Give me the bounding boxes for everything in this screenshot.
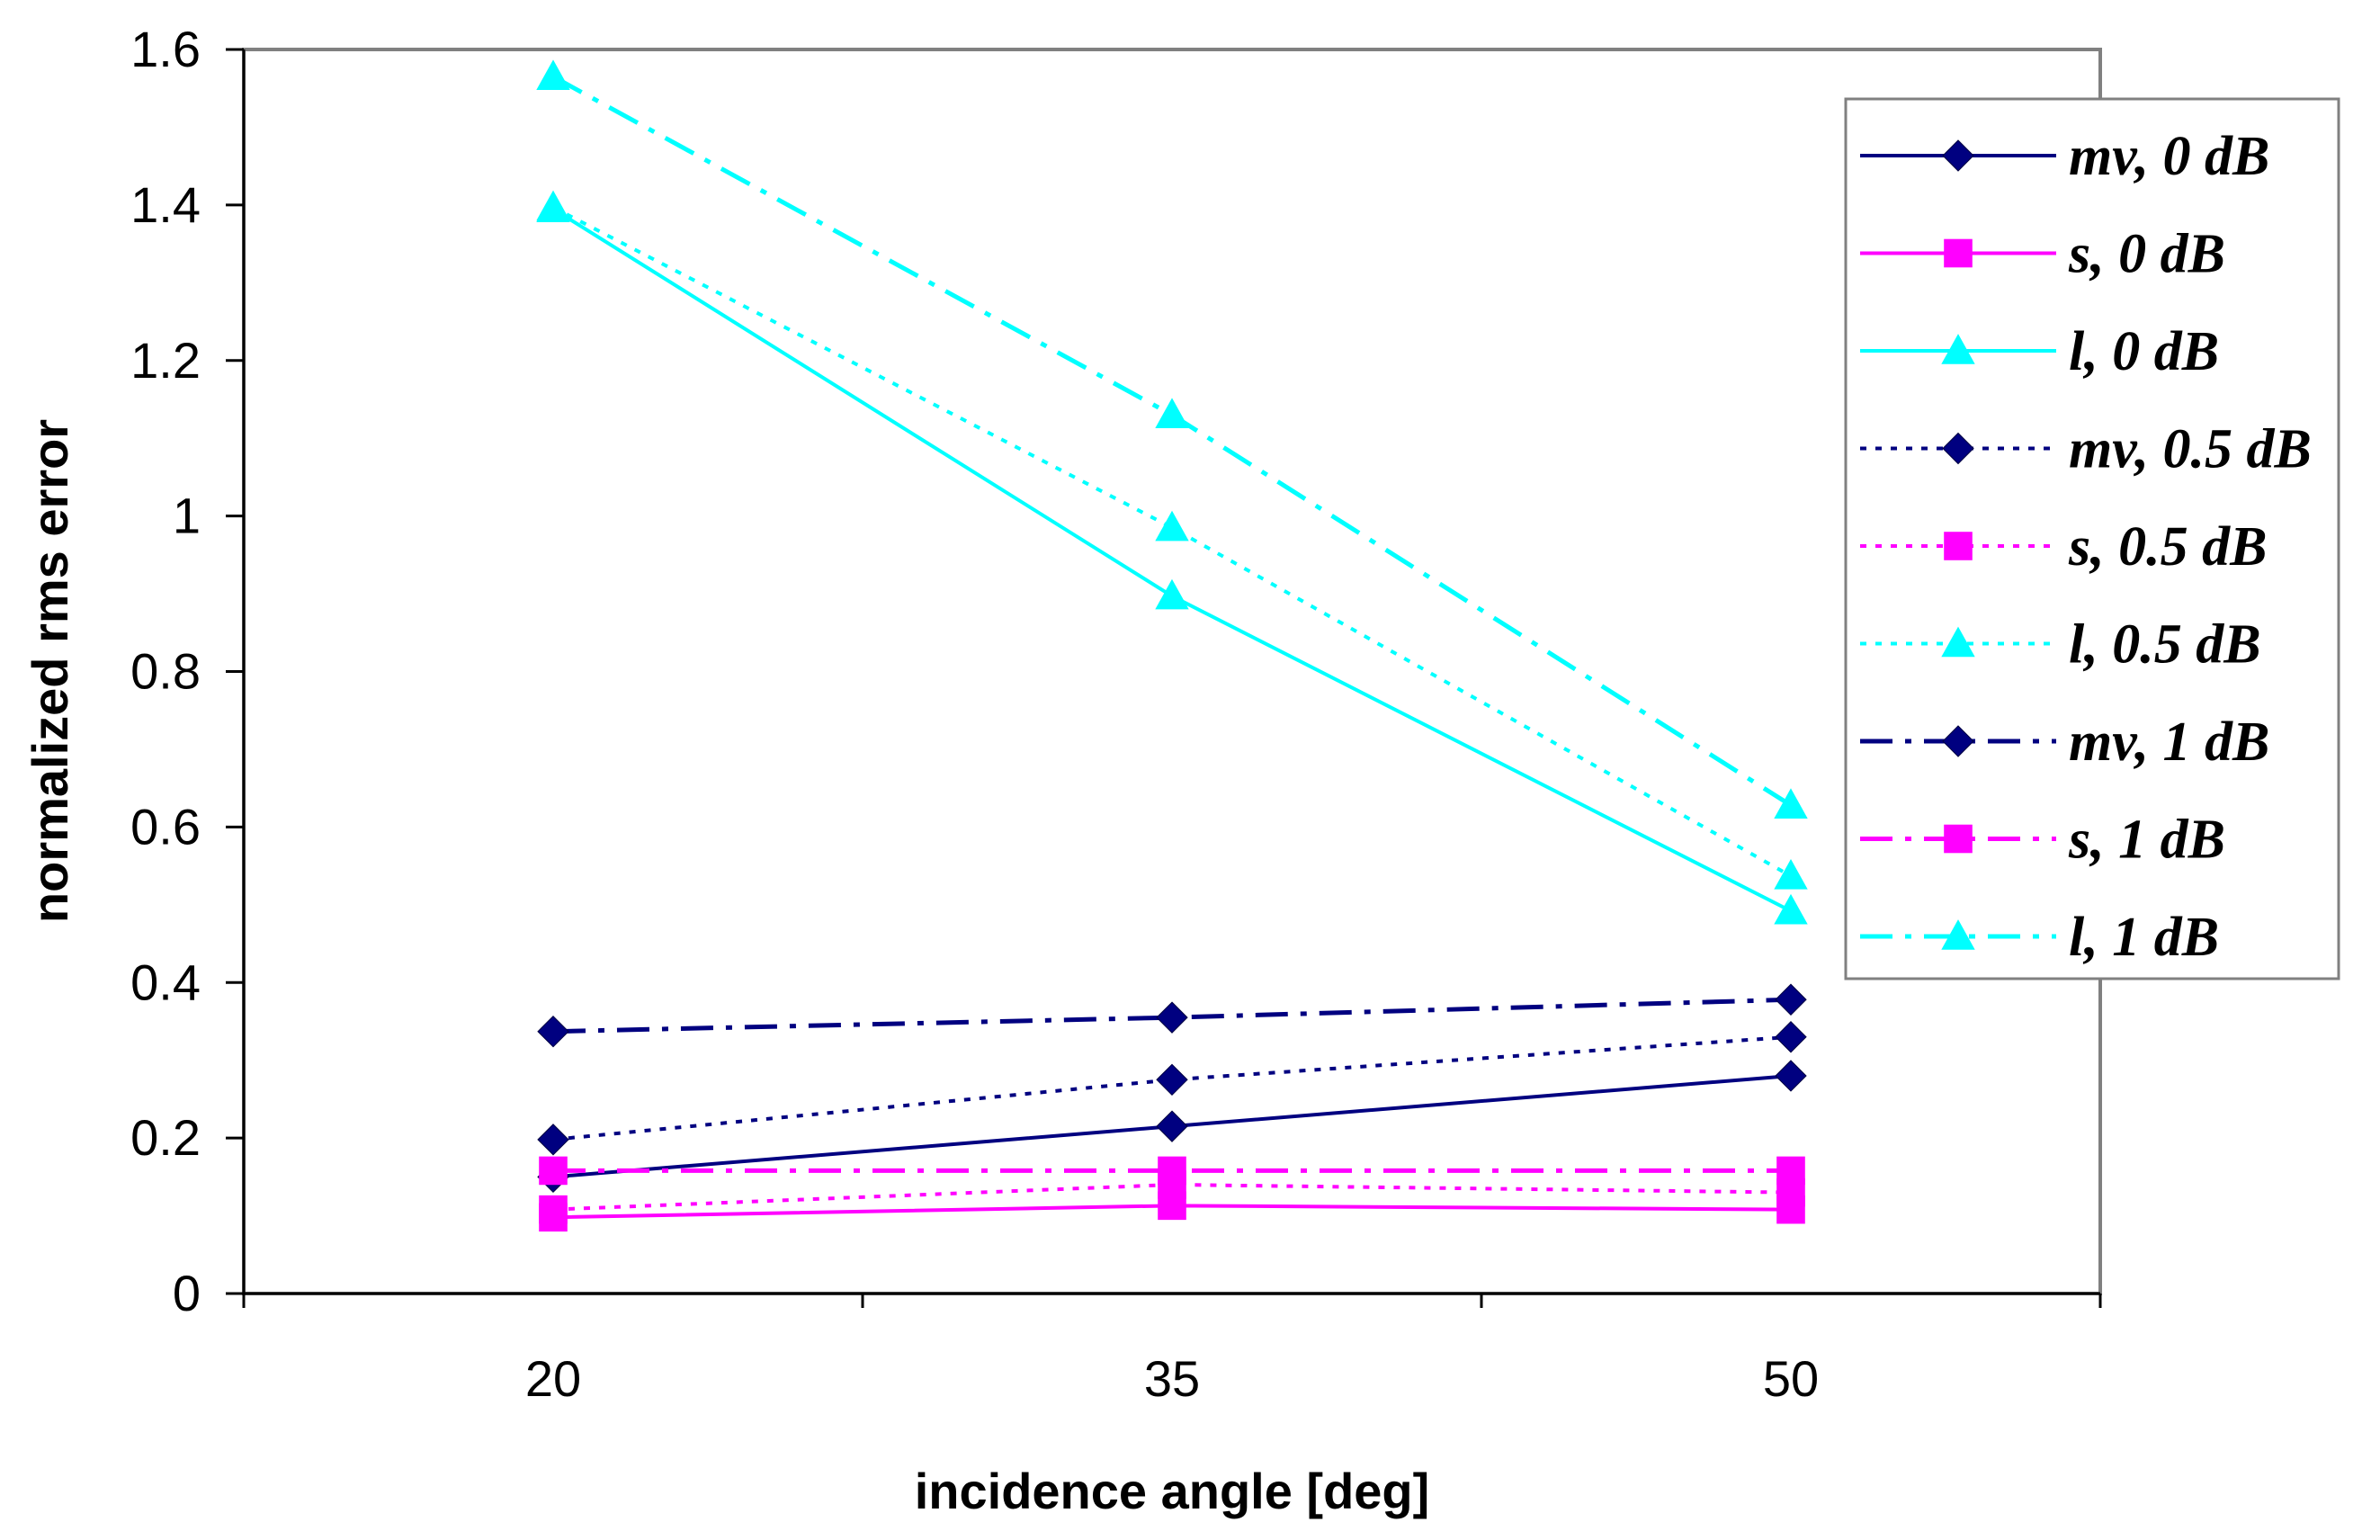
- legend: mv, 0 dB s, 0 dB l, 0 dB mv, 0.5 dB s, 0.5 d…: [1844, 97, 2340, 980]
- data-point: [537, 1015, 569, 1048]
- series-6: [536, 190, 1808, 890]
- legend-label: mv, 1 dB: [2069, 712, 2269, 773]
- y-tick-label: 0: [173, 1265, 201, 1321]
- y-tick-label: 0.8: [130, 643, 201, 700]
- data-point: [1774, 788, 1808, 819]
- legend-box: [1844, 97, 2340, 980]
- data-point: [1155, 510, 1189, 542]
- series-4: [537, 1021, 1807, 1156]
- data-point: [536, 190, 570, 221]
- data-point: [539, 1156, 568, 1186]
- series-line: [552, 997, 1792, 1034]
- legend-label: l, 1 dB: [2069, 907, 2219, 968]
- legend-item: s, 0.5 dB: [1860, 516, 2267, 578]
- y-tick-label: 0.2: [130, 1109, 201, 1166]
- data-point: [1156, 1063, 1188, 1097]
- y-axis-title: normalized rms error: [22, 419, 78, 923]
- legend-label: l, 0.5 dB: [2069, 614, 2261, 676]
- series-7: [537, 983, 1807, 1048]
- data-point: [1775, 983, 1807, 1016]
- legend-item: mv, 0 dB: [1860, 126, 2269, 187]
- y-tick-label: 1.4: [130, 176, 201, 233]
- legend-swatch-marker: [1944, 238, 1973, 268]
- data-point: [1155, 398, 1189, 429]
- y-tick-label: 1.6: [130, 21, 201, 77]
- y-axis-ticks: 0 0.2 0.4 0.6 0.8 1 1.2 1.4 1.6: [130, 21, 244, 1321]
- series-9: [536, 59, 1808, 819]
- legend-label: s, 1 dB: [2068, 810, 2225, 871]
- y-tick-label: 1.2: [130, 332, 201, 389]
- legend-item: l, 0.5 dB: [1860, 614, 2261, 676]
- series-8: [539, 1156, 1805, 1186]
- x-tick-label: 50: [1763, 1350, 1819, 1407]
- legend-item: l, 0 dB: [1860, 321, 2219, 382]
- legend-label: mv, 0 dB: [2069, 126, 2269, 187]
- legend-item: mv, 1 dB: [1860, 712, 2269, 773]
- legend-swatch-marker: [1942, 139, 1974, 172]
- legend-label: s, 0 dB: [2068, 224, 2225, 285]
- x-axis-ticks: 20 35 50: [242, 1294, 2102, 1407]
- data-point: [1775, 1060, 1807, 1092]
- y-tick-label: 1: [173, 488, 201, 544]
- plot-area: [242, 48, 2102, 1295]
- legend-swatch-marker: [1944, 824, 1973, 854]
- data-point: [1776, 1156, 1805, 1186]
- legend-swatch-marker: [1944, 532, 1973, 560]
- data-point: [1158, 1156, 1186, 1186]
- legend-swatch-marker: [1942, 432, 1974, 465]
- data-point: [536, 59, 570, 91]
- y-tick-label: 0.4: [130, 954, 201, 1010]
- series-line: [552, 205, 1792, 878]
- x-axis-title: incidence angle [deg]: [915, 1463, 1430, 1519]
- legend-label: mv, 0.5 dB: [2069, 419, 2312, 480]
- legend-label: l, 0 dB: [2069, 321, 2219, 382]
- legend-swatch-marker: [1941, 334, 1975, 364]
- legend-items: mv, 0 dB s, 0 dB l, 0 dB mv, 0.5 dB s, 0.5 d…: [1860, 126, 2312, 968]
- legend-item: mv, 0.5 dB: [1860, 419, 2312, 480]
- data-point: [1774, 858, 1808, 890]
- y-tick-label: 0.6: [130, 798, 201, 855]
- legend-item: l, 1 dB: [1860, 907, 2219, 968]
- series-layer: [536, 59, 1808, 1232]
- plot-frame: [242, 48, 2102, 1295]
- legend-item: s, 0 dB: [1860, 224, 2225, 285]
- data-point: [1774, 893, 1808, 925]
- legend-item: s, 1 dB: [1860, 810, 2225, 871]
- legend-label: s, 0.5 dB: [2068, 516, 2267, 578]
- data-point: [1156, 1001, 1188, 1034]
- legend-swatch-marker: [1941, 919, 1975, 950]
- x-tick-label: 35: [1144, 1350, 1200, 1407]
- data-point: [1155, 578, 1189, 610]
- data-point: [1156, 1110, 1188, 1142]
- x-tick-label: 20: [525, 1350, 581, 1407]
- data-point: [537, 1124, 569, 1156]
- data-point: [1775, 1021, 1807, 1053]
- legend-swatch-marker: [1942, 725, 1974, 757]
- legend-swatch-marker: [1941, 626, 1975, 658]
- data-point: [539, 1195, 568, 1224]
